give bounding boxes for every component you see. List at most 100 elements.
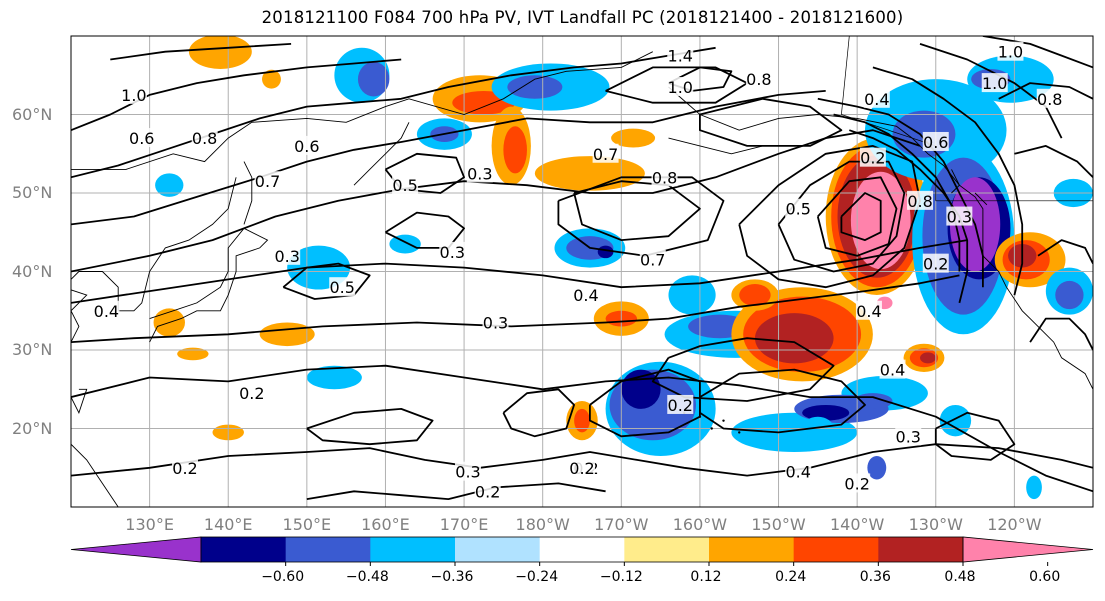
contour-label-bg [651, 167, 678, 187]
island [738, 431, 741, 434]
contour-label-bg [466, 163, 493, 183]
contour-label: 0.5 [392, 176, 417, 195]
coastline [243, 161, 253, 225]
contour-label-bg [171, 457, 198, 477]
colorbar-bin [539, 537, 625, 562]
pv-shade-region [262, 69, 281, 89]
ivt-contour [777, 160, 906, 273]
contour-label-bg [274, 245, 301, 265]
contour-label: 0.4 [856, 302, 881, 321]
contour-label-bg [329, 277, 356, 297]
contour-label: 0.8 [1037, 90, 1062, 109]
ivt-contour [872, 66, 1024, 296]
contour-label: 1.0 [121, 86, 146, 105]
contour-label-bg [895, 426, 922, 446]
contour-label-bg [922, 253, 949, 273]
contour-label-bg [392, 175, 419, 195]
contour-label: 0.8 [192, 129, 217, 148]
contour-label-bg [907, 190, 934, 210]
contour-label-bg [128, 128, 155, 148]
ivt-contour [849, 129, 969, 304]
contour-label-bg [1036, 88, 1063, 108]
ivt-contour [557, 176, 725, 257]
coastline [668, 86, 1093, 390]
latitude-label: 20°N [12, 418, 53, 438]
ivt-contour [919, 43, 1063, 139]
pv-shade-region [621, 369, 661, 409]
contour-label: 0.2 [923, 255, 948, 274]
ivt-contour [385, 211, 465, 249]
contour-label-bg [569, 457, 595, 477]
latitude-label: 40°N [12, 261, 53, 281]
colorbar-bin [793, 537, 879, 562]
map-title: 2018121100 F084 700 hPa PV, IVT Landfall… [261, 8, 904, 27]
contour-label-bg [455, 461, 482, 481]
pv-shading-layer [153, 36, 1093, 500]
contour-label-bg [667, 394, 694, 414]
ivt-contour [833, 113, 961, 272]
colorbar [70, 536, 1094, 566]
contour-label: 1.0 [998, 43, 1023, 62]
contour-label-bg [667, 45, 694, 65]
contour-label-bg [981, 73, 1008, 93]
pv-shade-region [507, 75, 563, 99]
colorbar-bin [624, 537, 710, 562]
contour-label: 0.2 [239, 384, 264, 403]
pv-shade-region [389, 234, 421, 254]
ivt-contour [589, 368, 701, 438]
pv-shade-region [574, 408, 590, 433]
contour-label: 0.3 [896, 427, 921, 446]
longitude-label: 160°W [672, 515, 728, 534]
coastline [149, 227, 269, 343]
coastline [353, 122, 410, 186]
contour-label: 0.4 [573, 286, 598, 305]
colorbar-tick-label: 0.60 [1029, 569, 1061, 585]
contour-label: 0.3 [947, 208, 972, 227]
contour-label-bg [859, 147, 886, 167]
ivt-contour [502, 388, 575, 438]
pv-shade-region [357, 61, 390, 97]
ivt-contour [934, 411, 1016, 461]
contour-label-bg [639, 249, 666, 269]
contour-label: 0.2 [844, 474, 869, 493]
ivt-contour [71, 274, 960, 343]
contour-label-bg [667, 77, 694, 97]
coastline [951, 169, 960, 194]
ivt-contour [71, 90, 826, 226]
latitude-label: 30°N [12, 340, 53, 359]
pv-shade-region [597, 245, 614, 259]
colorbar-tick-label: 0.36 [859, 569, 891, 585]
island [722, 419, 725, 422]
contour-label: 0.2 [569, 459, 594, 478]
longitude-label: 180°W [515, 515, 570, 534]
ivt-contour [71, 239, 968, 304]
longitude-label: 140°W [829, 515, 885, 534]
contour-label-bg [120, 84, 147, 104]
contour-label-bg [254, 171, 281, 191]
island [710, 427, 713, 430]
colorbar-bin [201, 537, 287, 562]
contour-label-bg [879, 359, 906, 379]
longitude-label: 160°E [361, 515, 410, 534]
contour-label: 0.8 [652, 168, 677, 187]
ivt-contour [110, 43, 292, 61]
colorbar-frame [200, 536, 964, 563]
pv-shade-region [1055, 280, 1084, 310]
longitude-label: 120°W [987, 515, 1042, 534]
colorbar-bin [370, 537, 456, 562]
contour-label-bg [238, 383, 265, 403]
pv-shade-region [306, 365, 362, 390]
contour-label: 0.3 [274, 247, 299, 266]
pv-shade-region [155, 173, 184, 197]
coastline [71, 388, 88, 414]
colorbar-extend-high [962, 536, 1094, 563]
ivt-contour [71, 58, 402, 132]
border-line [841, 36, 850, 115]
contour-label: 0.5 [785, 200, 810, 219]
colorbar-tick-label: −0.36 [430, 569, 474, 585]
colorbar-bin [878, 537, 964, 562]
ivt-contour [1037, 239, 1093, 265]
ivt-contour [71, 129, 921, 273]
ivt-contour [738, 145, 921, 289]
